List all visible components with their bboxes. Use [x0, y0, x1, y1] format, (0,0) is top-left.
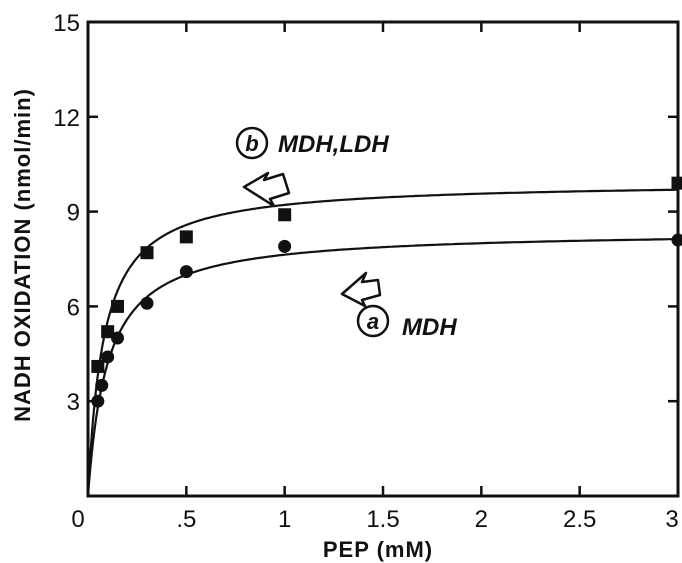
- series-b-tag: b: [245, 131, 258, 156]
- x-tick-label: 2: [475, 506, 488, 533]
- x-tick-label: 2.5: [563, 506, 596, 533]
- series-a-arrow-icon: [340, 271, 382, 308]
- data-point-square: [91, 359, 105, 373]
- x-tick-label: 1: [278, 506, 291, 533]
- x-axis-title: PEP (mM): [323, 537, 433, 562]
- fit-curves: [86, 188, 679, 496]
- series-annotations: b MDH,LDH a MDH: [235, 126, 457, 341]
- y-axis-title: NADH OXIDATION (nmol/min): [10, 88, 35, 422]
- data-point-circle: [671, 233, 682, 247]
- series-a-label: MDH: [402, 314, 457, 341]
- data-point-circle: [111, 331, 124, 345]
- x-tick-label: 0: [71, 506, 84, 533]
- y-tick-label: 3: [67, 389, 80, 416]
- series-b-arrow-icon: [242, 171, 291, 208]
- x-tick-label: .5: [176, 506, 196, 533]
- y-tick-label: 15: [53, 10, 80, 37]
- x-tick-label: 3: [665, 506, 678, 533]
- data-point-square: [278, 208, 292, 222]
- y-tick-label: 9: [67, 200, 80, 227]
- series-a-annotation: a MDH: [340, 271, 457, 341]
- x-tick-label: 1.5: [366, 506, 399, 533]
- series-b-label: MDH,LDH: [278, 131, 389, 158]
- plot-frame: [86, 20, 680, 498]
- series-b-tag-circle: [235, 126, 269, 160]
- data-point-circle: [278, 239, 292, 253]
- series-a-tag-circle: [356, 304, 390, 338]
- data-point-square: [140, 246, 154, 260]
- fit-curve-a: [86, 238, 679, 496]
- data-point-square: [101, 325, 115, 339]
- data-point-circle: [140, 296, 154, 310]
- data-point-square: [179, 230, 193, 244]
- data-points: [91, 176, 682, 408]
- fit-curve-b: [86, 188, 679, 496]
- data-point-circle: [91, 394, 105, 408]
- data-point-circle: [101, 350, 115, 364]
- series-b-annotation: b MDH,LDH: [235, 126, 389, 208]
- y-tick-label: 6: [67, 294, 80, 321]
- data-point-square: [671, 176, 682, 190]
- data-point-circle: [179, 265, 193, 279]
- data-point-square: [111, 299, 124, 313]
- data-point-circle: [95, 378, 109, 392]
- series-a-tag: a: [367, 309, 379, 334]
- y-tick-label: 12: [53, 105, 80, 132]
- axes: 0 .5 1 1.5 2 2.5 3 3 6 9 12 15: [53, 10, 680, 533]
